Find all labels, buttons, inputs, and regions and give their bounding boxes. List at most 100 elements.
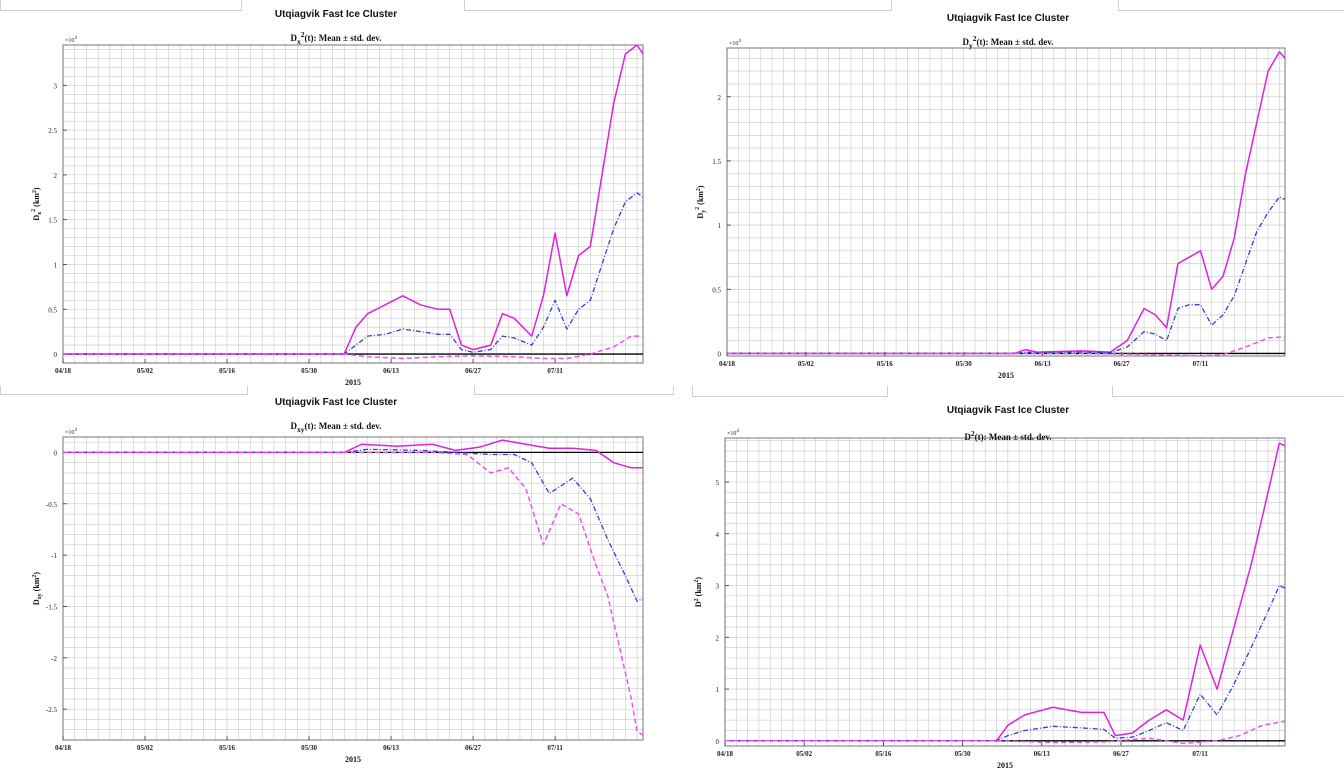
x-tick-label: 05/16	[875, 750, 891, 758]
series-line-upper	[725, 442, 1286, 742]
y-axis-label: Dy2 (km2)	[695, 185, 707, 219]
x-tick-label: 05/30	[956, 360, 972, 368]
chart-subtitle: Dxy(t): Mean ± std. dev.	[290, 421, 382, 434]
series-line-lower	[725, 720, 1286, 745]
x-tick-label: 06/13	[1035, 360, 1051, 368]
y-tick-label: -2.5	[46, 706, 58, 714]
x-tick-label: 05/02	[137, 367, 153, 375]
y-tick-label: 1.5	[48, 217, 57, 225]
chart-title: Utqiagvik Fast Ice Cluster	[946, 13, 1070, 24]
series-line-upper	[63, 44, 644, 355]
y-tick-label: 3	[716, 583, 720, 591]
x-tick-label: 06/27	[1114, 360, 1130, 368]
chart-title: Utqiagvik Fast Ice Cluster	[946, 405, 1070, 416]
y-tick-label: -2	[51, 655, 57, 663]
y-tick-label: 0	[54, 351, 58, 359]
x-axis-label: 2015	[345, 755, 361, 764]
series-line-lower	[63, 335, 643, 360]
y-tick-label: -1	[51, 552, 57, 560]
y-tick-label: 0.5	[48, 306, 57, 314]
figure-top-strip	[474, 386, 674, 395]
y-tick-label: 2.5	[48, 127, 57, 135]
plot-frame	[724, 437, 1286, 747]
x-tick-label: 05/02	[796, 750, 812, 758]
x-tick-label: 06/27	[465, 744, 481, 752]
grid	[62, 45, 643, 364]
y-tick-label: 5	[716, 479, 720, 487]
x-axis-label: 2015	[998, 371, 1014, 380]
y-tick-label: 3	[54, 82, 58, 90]
y-tick-label: 1	[716, 686, 720, 694]
x-tick-label: 06/13	[383, 367, 399, 375]
x-tick-label: 05/30	[301, 744, 317, 752]
chart-title: Utqiagvik Fast Ice Cluster	[274, 9, 398, 20]
x-tick-label: 04/18	[55, 744, 71, 752]
y-tick-label: 0	[718, 350, 722, 358]
x-axis-label: 2015	[997, 761, 1013, 770]
plot-frame	[62, 436, 644, 741]
chart-panel-dy2: Utqiagvik Fast Ice Cluster Dy2(t): Mean …	[464, 0, 1344, 388]
chart-subtitle: Dy2(t): Mean ± std. dev.	[962, 34, 1054, 50]
y-tick-label: 4	[716, 531, 720, 539]
y-exponent-label: ×104	[729, 39, 741, 47]
x-tick-label: 07/11	[1193, 360, 1209, 368]
x-tick-label: 05/30	[301, 367, 317, 375]
series-line-lower	[727, 336, 1286, 357]
x-tick-label: 05/16	[219, 367, 235, 375]
grid	[724, 438, 1285, 746]
x-tick-label: 07/11	[547, 744, 563, 752]
y-exponent-label: ×104	[65, 36, 77, 44]
y-tick-label: 1	[54, 261, 58, 269]
x-axis-label: 2015	[345, 378, 361, 387]
y-axis-label: Dxy (km2)	[32, 572, 43, 606]
figure-top-strip	[0, 386, 248, 395]
series-line-mean	[725, 584, 1286, 742]
figure-top-strip	[0, 0, 242, 11]
figure-top-strip	[692, 386, 888, 397]
x-tick-label: 05/02	[798, 360, 814, 368]
y-tick-label: 0.5	[712, 286, 721, 294]
chart-subtitle: Dx2(t): Mean ± std. dev.	[290, 30, 382, 46]
x-tick-label: 04/18	[717, 750, 733, 758]
x-tick-label: 04/18	[719, 360, 735, 368]
series-line-lower	[63, 451, 644, 736]
chart-subtitle: D2(t): Mean ± std. dev.	[964, 429, 1052, 442]
chart-svg: 0 -0.5 -1 -1.5 -2 -2.5 04/18 05/02 05/16 05/30 06/…	[32, 428, 644, 764]
x-tick-label: 06/27	[465, 367, 481, 375]
y-tick-label: 2	[716, 634, 720, 642]
x-tick-label: 05/16	[877, 360, 893, 368]
y-axis-label: D2 (km2)	[694, 577, 703, 608]
x-tick-label: 05/02	[137, 744, 153, 752]
series-line-upper	[63, 439, 643, 469]
chart-panel-d2: Utqiagvik Fast Ice Cluster D2(t): Mean ±…	[672, 386, 1344, 775]
chart-title: Utqiagvik Fast Ice Cluster	[274, 397, 398, 408]
y-exponent-label: ×104	[727, 429, 739, 437]
chart-svg: 0 0.5 1 1.5 2 04/18 05/02 05/16 05/30 06/13 06/27 0…	[695, 39, 1286, 380]
grid	[62, 437, 643, 740]
x-tick-label: 05/16	[219, 744, 235, 752]
plot-frame	[726, 47, 1286, 357]
chart-svg: 0 1 2 3 4 5 04/18 05/02 05/16 05/30 06/13 06/27 07/1…	[694, 429, 1286, 770]
y-tick-label: -1.5	[46, 603, 58, 611]
y-tick-label: 0	[54, 449, 58, 457]
series-line-upper	[727, 51, 1286, 355]
chart-svg: 0 0.5 1 1.5 2 2.5 3 04/18 05/02 05/16 05/30 06/13 06…	[31, 36, 644, 387]
x-tick-label: 06/13	[383, 744, 399, 752]
y-tick-label: 0	[716, 738, 720, 746]
x-tick-label: 06/13	[1034, 750, 1050, 758]
x-tick-label: 07/11	[547, 367, 563, 375]
figure-top-strip	[1118, 0, 1344, 11]
y-tick-label: 2	[718, 94, 722, 102]
plot-frame	[62, 44, 644, 364]
series-line-mean	[727, 196, 1286, 355]
chart-panel-dx2: Utqiagvik Fast Ice Cluster Dx2(t): Mean …	[0, 0, 672, 388]
figure-top-strip	[464, 0, 892, 11]
series-line-mean	[63, 192, 644, 355]
y-exponent-label: ×104	[65, 428, 77, 436]
series-line-mean	[63, 448, 644, 602]
y-tick-label: 1.5	[712, 158, 721, 166]
x-tick-label: 07/11	[1192, 750, 1208, 758]
chart-panel-dxy: Utqiagvik Fast Ice Cluster Dxy(t): Mean …	[0, 386, 674, 775]
x-tick-label: 06/27	[1113, 750, 1129, 758]
y-axis-label: Dx2 (km2)	[31, 187, 43, 221]
